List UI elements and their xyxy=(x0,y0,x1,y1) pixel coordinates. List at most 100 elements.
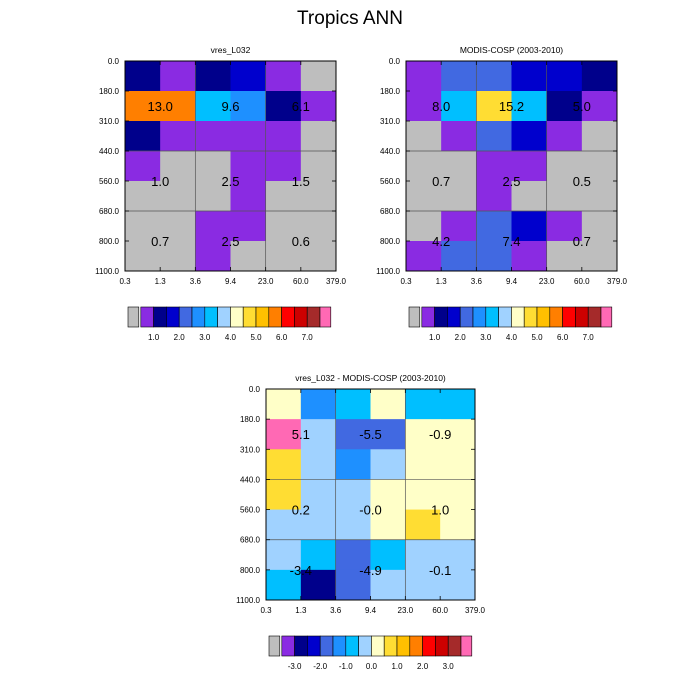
colorbar-swatch xyxy=(498,306,512,328)
data-label: 0.5 xyxy=(573,174,591,189)
x-tick-label: 23.0 xyxy=(258,277,274,286)
heatmap-cell xyxy=(265,91,302,122)
y-tick-label: 680.0 xyxy=(99,207,120,216)
x-tick-label: 23.0 xyxy=(398,606,414,615)
colorbar-label: 5.0 xyxy=(531,333,543,342)
heatmap-cell xyxy=(441,91,477,122)
heatmap-cell xyxy=(300,91,337,122)
colorbar-label: 2.0 xyxy=(174,333,186,342)
colorbar-label: 2.0 xyxy=(455,333,467,342)
y-tick-label: 180.0 xyxy=(240,415,261,424)
heatmap-cell xyxy=(440,509,476,541)
heatmap-cell xyxy=(265,181,302,212)
colorbar-swatch xyxy=(421,306,435,328)
heatmap-cell xyxy=(511,61,548,92)
x-tick-label: 3.6 xyxy=(471,277,483,286)
heatmap-cell xyxy=(406,151,442,182)
y-tick-label: 310.0 xyxy=(99,117,120,126)
heatmap-cell xyxy=(370,539,406,571)
heatmap-cell xyxy=(581,211,618,242)
colorbar-swatch xyxy=(409,635,423,657)
heatmap-cell xyxy=(406,241,442,272)
y-tick-label: 1100.0 xyxy=(236,596,260,605)
colorbar-label: 1.0 xyxy=(391,662,403,671)
heatmap-cell xyxy=(581,241,618,272)
heatmap-cell xyxy=(160,181,196,212)
heatmap-cell xyxy=(230,91,267,122)
heatmap-cell xyxy=(476,121,512,152)
colorbar-swatch xyxy=(587,306,602,328)
heatmap-cell xyxy=(370,509,406,541)
heatmap-cell xyxy=(265,61,302,92)
heatmap-cell xyxy=(406,211,442,242)
colorbar-swatch xyxy=(204,306,218,328)
heatmap-cell xyxy=(265,211,302,242)
colorbar-swatch xyxy=(549,306,563,328)
colorbar-swatch xyxy=(460,635,473,657)
heatmap-cell xyxy=(370,389,406,420)
heatmap-cell xyxy=(125,121,161,152)
heatmap-cell xyxy=(300,509,337,541)
x-tick-label: 379.0 xyxy=(326,277,347,286)
heatmap-cell xyxy=(441,61,477,92)
colorbar-swatch xyxy=(140,306,154,328)
heatmap-cell xyxy=(266,509,302,541)
y-tick-label: 440.0 xyxy=(380,147,401,156)
heatmap-cell xyxy=(300,181,337,212)
data-label: 4.2 xyxy=(432,234,450,249)
heatmap-cell xyxy=(160,241,196,272)
x-tick-label: 3.6 xyxy=(330,606,342,615)
heatmap-cell xyxy=(546,91,583,122)
heatmap-cell xyxy=(370,449,406,480)
heatmap-cell xyxy=(441,211,477,242)
heatmap-cell xyxy=(405,479,441,510)
y-tick-label: 560.0 xyxy=(380,177,401,186)
colorbar-swatch xyxy=(485,306,499,328)
heatmap-cell xyxy=(335,509,371,541)
colorbar-swatch xyxy=(396,635,411,657)
heatmap-cell xyxy=(476,241,512,272)
x-tick-label: 9.4 xyxy=(506,277,518,286)
colorbar-swatch xyxy=(447,306,461,328)
x-tick-label: 1.3 xyxy=(295,606,307,615)
data-label: 1.5 xyxy=(292,174,310,189)
y-tick-label: 800.0 xyxy=(240,566,261,575)
y-tick-label: 310.0 xyxy=(380,117,401,126)
y-tick-label: 440.0 xyxy=(99,147,120,156)
data-label: 1.0 xyxy=(431,503,449,518)
heatmap-cell xyxy=(511,91,548,122)
x-tick-label: 23.0 xyxy=(539,277,555,286)
heatmap-cell xyxy=(476,151,512,182)
heatmap-cell xyxy=(406,181,442,212)
x-tick-label: 0.3 xyxy=(400,277,412,286)
colorbar-label: 4.0 xyxy=(506,333,518,342)
colorbar-swatch xyxy=(242,306,257,328)
heatmap-cell xyxy=(370,419,406,450)
colorbar-swatch xyxy=(166,306,180,328)
colorbar-swatch xyxy=(230,306,244,328)
colorbar-swatch xyxy=(408,306,421,328)
data-label: 2.5 xyxy=(221,174,239,189)
heatmap-cell xyxy=(406,61,442,92)
heatmap-cell xyxy=(440,419,476,450)
y-tick-label: 680.0 xyxy=(240,536,261,545)
heatmap-cell xyxy=(265,151,302,182)
x-tick-label: 379.0 xyxy=(465,606,486,615)
heatmap-cell xyxy=(440,389,476,420)
panel-title: MODIS-COSP (2003-2010) xyxy=(460,45,563,55)
heatmap-cell xyxy=(335,479,371,510)
data-label: 0.7 xyxy=(432,174,450,189)
colorbar-label: 1.0 xyxy=(148,333,160,342)
colorbar-label: 3.0 xyxy=(443,662,455,671)
heatmap-cell xyxy=(266,569,302,601)
panel-difference: vres_L032 - MODIS-COSP (2003-2010) 0.3 1.3… xyxy=(236,373,485,671)
heatmap-cell xyxy=(440,569,476,601)
x-tick-label: 9.4 xyxy=(225,277,237,286)
heatmap-cell xyxy=(406,91,442,122)
heatmap-cell xyxy=(440,479,476,510)
y-tick-label: 180.0 xyxy=(380,87,401,96)
data-label: -0.0 xyxy=(359,503,381,518)
colorbar-swatch xyxy=(358,635,372,657)
colorbar-swatch xyxy=(153,306,167,328)
